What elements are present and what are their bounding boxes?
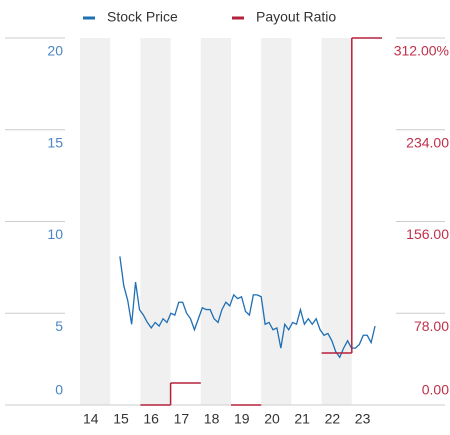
y2-tick-label: 0.00 (422, 382, 449, 398)
y-tick-label: 15 (47, 134, 63, 150)
x-tick-label: 17 (174, 411, 190, 427)
band (200, 38, 231, 405)
x-tick-label: 14 (83, 411, 99, 427)
band (80, 38, 111, 405)
y2-tick-label: 78.00 (414, 318, 449, 334)
x-tick-label: 20 (264, 411, 280, 427)
line (119, 256, 376, 359)
x-tick-label: 16 (143, 411, 159, 427)
legend-label: Payout Ratio (256, 9, 336, 25)
y-tick-label: 10 (47, 226, 63, 242)
x-tick-label: 19 (234, 411, 250, 427)
band (140, 38, 171, 405)
y2-tick-label: 234.00 (406, 134, 449, 150)
band (261, 38, 292, 405)
x-tick-label: 21 (294, 411, 310, 427)
y-tick-label: 0 (55, 382, 63, 398)
y2-tick-label: 156.00 (406, 226, 449, 242)
y-tick-label: 5 (55, 318, 63, 334)
band (321, 38, 352, 405)
x-tick-label: 15 (113, 411, 129, 427)
x-tick-label: 23 (355, 411, 371, 427)
x-tick-label: 22 (325, 411, 341, 427)
y2-tick-label: 312.00% (394, 43, 449, 59)
x-tick-label: 18 (204, 411, 220, 427)
y-tick-label: 20 (47, 43, 63, 59)
legend-label: Stock Price (107, 9, 178, 25)
